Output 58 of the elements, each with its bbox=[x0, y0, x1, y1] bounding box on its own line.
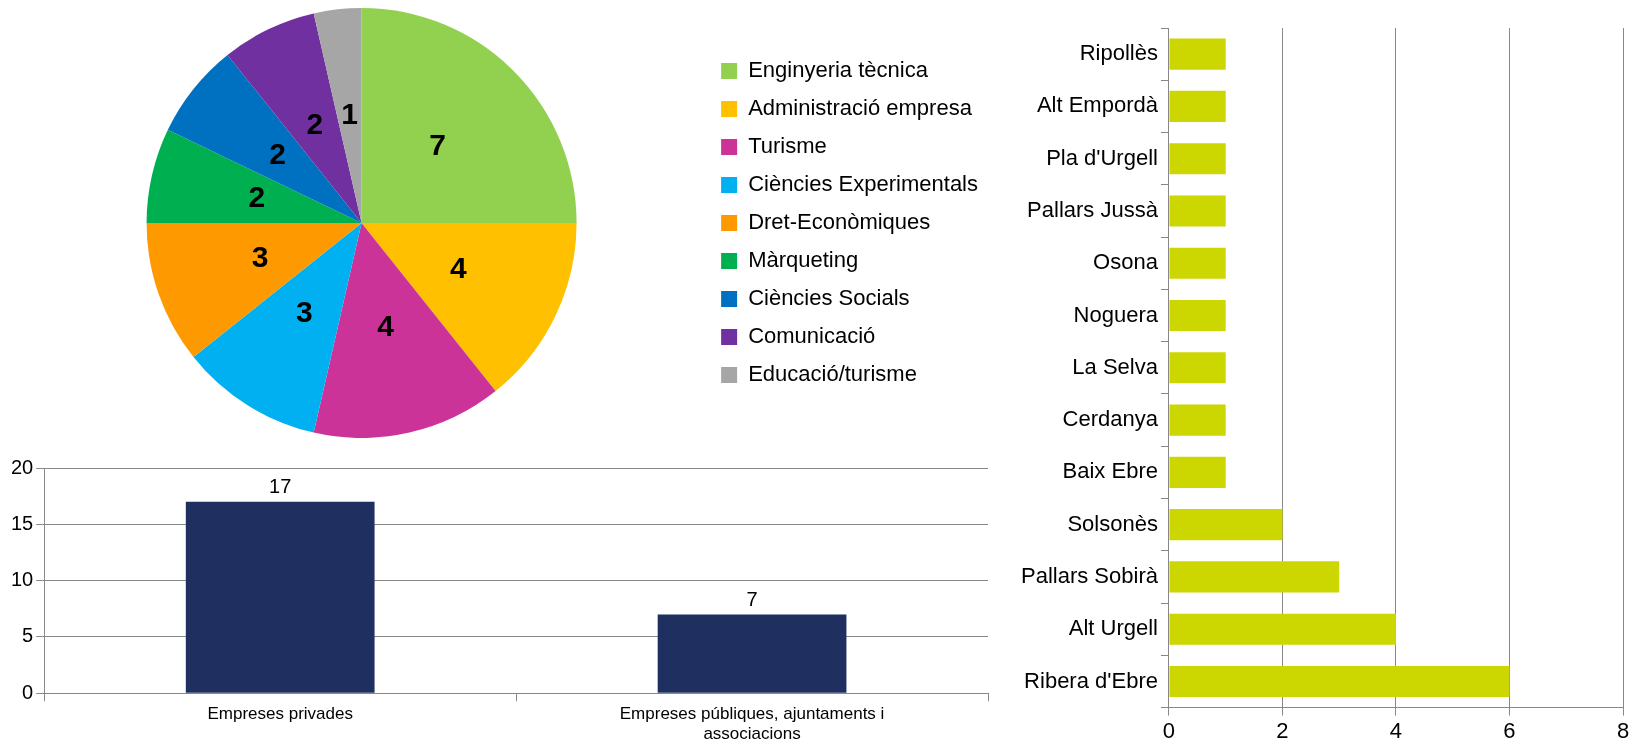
y-tick-label: 10 bbox=[11, 568, 34, 591]
legend-label: Turisme bbox=[748, 133, 827, 159]
y-tick-label: 5 bbox=[22, 624, 34, 647]
y-tick-label: Solsonès bbox=[1067, 510, 1158, 536]
y-tick-label: Pallars Sobirà bbox=[1021, 562, 1159, 588]
x-tick-label: Empreses públiques, ajuntaments i associacions bbox=[619, 704, 885, 744]
x-tick-label: 8 bbox=[1616, 717, 1630, 743]
bar bbox=[1169, 195, 1226, 227]
legend-label: Administració empresa bbox=[748, 95, 973, 121]
legend-label: Comunicació bbox=[748, 323, 876, 349]
legend-label: Màrqueting bbox=[748, 247, 859, 273]
data-label: 7 bbox=[429, 128, 446, 162]
bar bbox=[1169, 90, 1226, 122]
data-label: 2 bbox=[248, 180, 266, 214]
bar bbox=[1169, 38, 1226, 70]
data-label: 3 bbox=[251, 239, 269, 273]
bar bbox=[1169, 509, 1283, 541]
legend-label: Dret-Econòmiques bbox=[748, 209, 931, 235]
bar bbox=[1169, 352, 1226, 384]
data-label: 7 bbox=[746, 587, 758, 610]
y-tick-label: Baix Ebre bbox=[1062, 458, 1158, 484]
y-tick-label: 15 bbox=[11, 511, 34, 534]
bar bbox=[1169, 299, 1226, 332]
y-tick-label: Alt Urgell bbox=[1068, 615, 1158, 641]
legend-label: Ciències Experimentals bbox=[748, 171, 978, 197]
bar bbox=[1169, 665, 1510, 698]
x-tick-label: 0 bbox=[1162, 717, 1176, 743]
bar bbox=[1169, 404, 1226, 436]
y-tick-label: Pla d'Urgell bbox=[1046, 144, 1158, 170]
data-label: 1 bbox=[341, 97, 358, 131]
x-tick-label: 6 bbox=[1503, 717, 1516, 743]
bar bbox=[1169, 613, 1396, 645]
y-tick-label: 20 bbox=[11, 455, 34, 478]
legend-label: Educació/turisme bbox=[748, 361, 917, 387]
y-tick-label: 0 bbox=[22, 680, 34, 703]
data-label: 4 bbox=[377, 309, 395, 343]
bar bbox=[1169, 456, 1226, 488]
y-tick-label: Noguera bbox=[1073, 301, 1159, 327]
y-tick-label: Alt Empordà bbox=[1036, 92, 1159, 118]
x-tick-label: 4 bbox=[1389, 717, 1403, 743]
data-label: 4 bbox=[450, 250, 468, 284]
y-tick-label: Ripollès bbox=[1079, 40, 1158, 66]
bar bbox=[1169, 247, 1226, 279]
bar bbox=[1169, 561, 1340, 593]
x-tick-label: Empreses privades bbox=[207, 704, 353, 724]
legend-label: Enginyeria tècnica bbox=[748, 57, 929, 83]
y-tick-label: Cerdanya bbox=[1062, 406, 1159, 432]
legend-label: Ciències Socials bbox=[748, 285, 910, 311]
data-label: 17 bbox=[269, 475, 292, 498]
y-tick-label: Pallars Jussà bbox=[1027, 197, 1159, 223]
x-tick-label: 2 bbox=[1276, 717, 1289, 743]
data-label: 2 bbox=[269, 137, 286, 171]
data-label: 3 bbox=[296, 295, 313, 329]
y-tick-label: Osona bbox=[1093, 249, 1159, 275]
data-label: 2 bbox=[306, 107, 324, 141]
y-tick-label: Ribera d'Ebre bbox=[1024, 667, 1158, 693]
bar bbox=[1169, 143, 1226, 175]
y-tick-label: La Selva bbox=[1072, 353, 1159, 379]
